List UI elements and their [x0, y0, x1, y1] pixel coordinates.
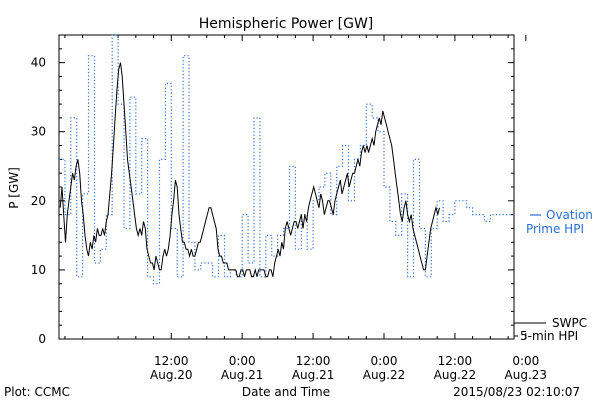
legend-swpc: SWPC 5-min HPI	[514, 316, 587, 343]
legend-ovation: Ovation Prime HPI	[526, 208, 593, 236]
x-tick-date: Aug.23	[505, 368, 548, 382]
y-axis: 0 10 20 30 40	[31, 34, 514, 346]
x-tick-time: 12:00	[154, 354, 189, 368]
x-tick-date: Aug.22	[363, 368, 406, 382]
series-swpc-line	[59, 62, 440, 278]
chart-title: Hemispheric Power [GW]	[199, 16, 374, 32]
plot-timestamp: 2015/08/23 02:10:07	[453, 385, 580, 399]
plot-credit: Plot: CCMC	[4, 385, 70, 399]
series-ovation-prime-line	[59, 34, 514, 285]
x-tick-time: 12:00	[296, 354, 331, 368]
x-tick-time: 0:00	[512, 354, 539, 368]
x-axis: 12:00Aug.200:00Aug.2112:00Aug.210:00Aug.…	[64, 35, 548, 382]
x-axis-label: Date and Time	[242, 385, 330, 399]
series-layer	[59, 0, 515, 285]
legend-ovation-line1: Ovation	[546, 208, 593, 222]
x-tick-time: 0:00	[371, 354, 398, 368]
x-tick-date: Aug.21	[292, 368, 335, 382]
legend-swpc-line2: 5-min HPI	[520, 329, 578, 343]
y-tick-label: 40	[31, 56, 46, 70]
y-tick-label: 0	[38, 332, 46, 346]
y-tick-label: 30	[31, 125, 46, 139]
plot-frame	[58, 34, 515, 340]
x-tick-date: Aug.21	[221, 368, 264, 382]
x-tick-date: Aug.20	[150, 368, 193, 382]
y-axis-label: P [GW]	[7, 167, 21, 209]
y-tick-label: 20	[31, 194, 46, 208]
x-tick-date: Aug.22	[434, 368, 477, 382]
x-tick-time: 12:00	[438, 354, 473, 368]
legend-swpc-line1: SWPC	[552, 316, 587, 330]
legend-ovation-line2: Prime HPI	[526, 222, 584, 236]
y-tick-label: 10	[31, 263, 46, 277]
x-tick-time: 0:00	[229, 354, 256, 368]
